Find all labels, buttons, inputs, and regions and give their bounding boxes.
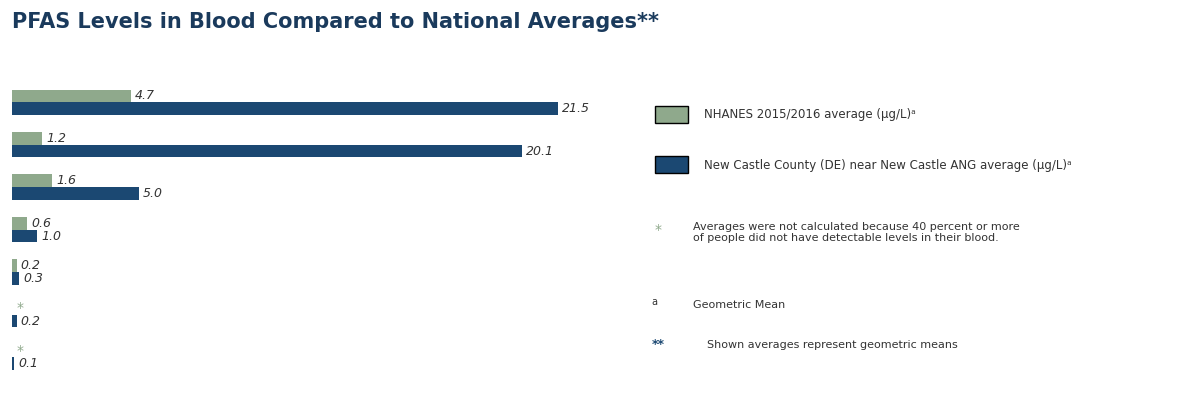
Text: 20.1: 20.1 <box>526 145 555 158</box>
FancyBboxPatch shape <box>654 106 687 123</box>
Bar <box>12 174 52 187</box>
FancyBboxPatch shape <box>654 156 687 173</box>
Bar <box>12 357 14 370</box>
Text: 0.2: 0.2 <box>21 314 40 328</box>
Bar <box>12 217 27 230</box>
Text: 5.0: 5.0 <box>142 187 162 200</box>
Text: 0.1: 0.1 <box>18 357 38 370</box>
Text: 1.0: 1.0 <box>41 230 62 243</box>
Bar <box>12 102 558 115</box>
Text: New Castle County (DE) near New Castle ANG average (μg/L)ᵃ: New Castle County (DE) near New Castle A… <box>704 159 1072 172</box>
Text: *: * <box>17 344 24 358</box>
Text: PFAS Levels in Blood Compared to National Averages**: PFAS Levels in Blood Compared to Nationa… <box>12 12 659 32</box>
Text: NHANES 2015/2016 average (μg/L)ᵃ: NHANES 2015/2016 average (μg/L)ᵃ <box>704 108 916 121</box>
Text: Averages were not calculated because 40 percent or more
of people did not have d: Averages were not calculated because 40 … <box>693 222 1020 243</box>
Text: Geometric Mean: Geometric Mean <box>693 300 786 310</box>
Text: *: * <box>17 301 24 315</box>
Text: Shown averages represent geometric means: Shown averages represent geometric means <box>707 341 957 350</box>
Text: 0.2: 0.2 <box>21 259 40 272</box>
Bar <box>12 89 132 102</box>
Text: **: ** <box>652 338 665 351</box>
Text: 0.3: 0.3 <box>24 272 44 285</box>
Text: 0.6: 0.6 <box>31 217 51 230</box>
Bar <box>12 315 17 327</box>
Bar <box>12 145 523 158</box>
Text: *: * <box>654 223 661 237</box>
Text: 4.7: 4.7 <box>135 89 155 102</box>
Bar <box>12 272 19 285</box>
Text: a: a <box>652 297 658 307</box>
Bar <box>12 187 139 200</box>
Bar <box>12 132 43 145</box>
Bar <box>12 230 37 243</box>
Text: 1.2: 1.2 <box>46 132 66 145</box>
Text: 21.5: 21.5 <box>562 102 590 115</box>
Bar <box>12 260 17 272</box>
Text: 1.6: 1.6 <box>57 174 76 187</box>
